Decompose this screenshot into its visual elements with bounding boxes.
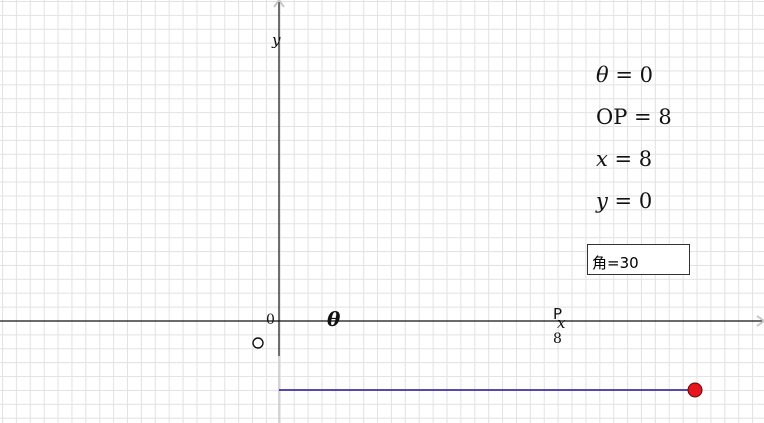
y-axis-label: y [272,31,281,49]
readout-op-name: OP [596,105,628,129]
origin-point[interactable] [252,337,264,349]
readout-op-value: 8 [658,105,672,129]
angle-input[interactable]: 角=30 [587,244,690,275]
readout-x-name: x [596,147,608,171]
readout-theta-name: θ [596,63,609,87]
x-tick-label: 8 [553,331,562,347]
slider-point[interactable] [687,382,703,398]
readout-y-name: y [596,189,608,213]
readout-theta-value: 0 [639,63,653,87]
x-axis-arrow [756,315,764,327]
point-p-label: P [553,305,563,323]
readout-x-value: 8 [638,147,653,171]
origin-label: 0 [266,312,275,328]
readout-op: OP = 8 [596,105,672,129]
theta-label: θ [327,307,341,331]
readout-theta: θ = 0 [596,63,653,87]
readout-x: x = 8 [596,147,653,171]
readout-y: y = 0 [596,189,653,213]
x-axis-label: x [557,314,566,332]
y-axis-arrow [273,0,285,8]
readout-y-value: 0 [638,189,653,213]
